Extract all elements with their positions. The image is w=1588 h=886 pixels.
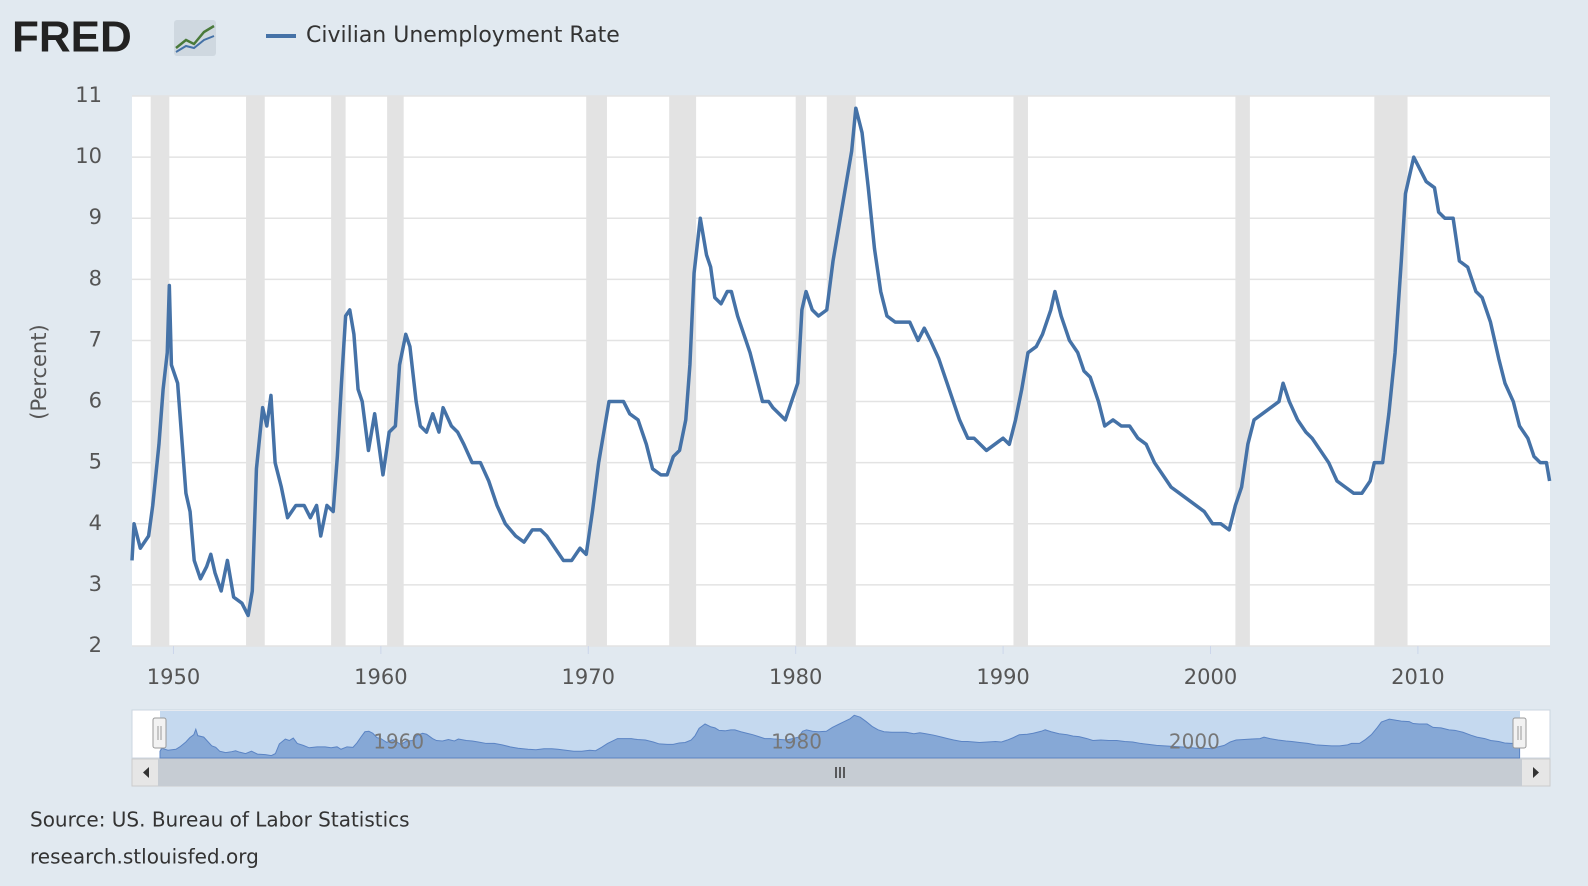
x-tick-label: 2010	[1391, 665, 1444, 689]
recession-band	[795, 96, 807, 646]
recession-band	[586, 96, 607, 646]
recession-band	[387, 96, 404, 646]
recession-band	[246, 96, 265, 646]
source: Source: US. Bureau of Labor Statistics	[30, 808, 410, 832]
recessions	[150, 96, 1408, 646]
navigator: 1960 1980 2000	[131, 709, 1551, 759]
x-tick-label: 1980	[769, 665, 822, 689]
y-tick-label: 2	[89, 633, 102, 657]
y-tick-label: 10	[75, 144, 102, 168]
navigator-handle[interactable]	[152, 717, 167, 749]
scrollbar[interactable]	[131, 758, 1551, 787]
legend-label: Civilian Unemployment Rate	[306, 23, 620, 48]
navigator-tick-label: 1980	[771, 730, 822, 754]
recession-band	[669, 96, 697, 646]
navigator-handle[interactable]	[1512, 717, 1527, 749]
logo-icon	[174, 20, 216, 56]
lines	[130, 106, 1552, 618]
x-tick-label: 1950	[147, 665, 200, 689]
recession-band	[1013, 96, 1028, 646]
grid: 2 3 4 5 6 7 8 9 10 11 1950 1960 1970 1980 1990 2000 2010	[75, 83, 1550, 689]
navigator-tick-label: 1960	[373, 730, 424, 754]
recession-band	[150, 96, 170, 646]
y-tick-label: 6	[89, 389, 102, 413]
y-tick-label: 7	[89, 327, 102, 351]
source-url[interactable]: research.stlouisfed.org	[30, 845, 259, 869]
logo: FRED	[12, 13, 132, 62]
navigator-area	[159, 714, 1521, 759]
recession-band	[1374, 96, 1408, 646]
navigator-tick-label: 2000	[1169, 730, 1220, 754]
y-tick-label: 3	[89, 572, 102, 596]
y-tick-label: 4	[89, 511, 102, 535]
data-line	[130, 106, 1552, 618]
y-tick-label: 5	[89, 450, 102, 474]
handle-body	[152, 717, 167, 749]
recession-band	[1235, 96, 1250, 646]
y-tick-label: 11	[75, 83, 102, 107]
x-tick-label: 1990	[976, 665, 1029, 689]
handle-body	[1512, 717, 1527, 749]
x-tick-label: 1970	[562, 665, 615, 689]
y-axis-label: (Percent)	[27, 324, 51, 419]
x-tick-label: 2000	[1184, 665, 1237, 689]
y-tick-label: 9	[89, 205, 102, 229]
recession-band	[826, 96, 856, 646]
x-tick-label: 1960	[354, 665, 407, 689]
y-tick-label: 8	[89, 266, 102, 290]
